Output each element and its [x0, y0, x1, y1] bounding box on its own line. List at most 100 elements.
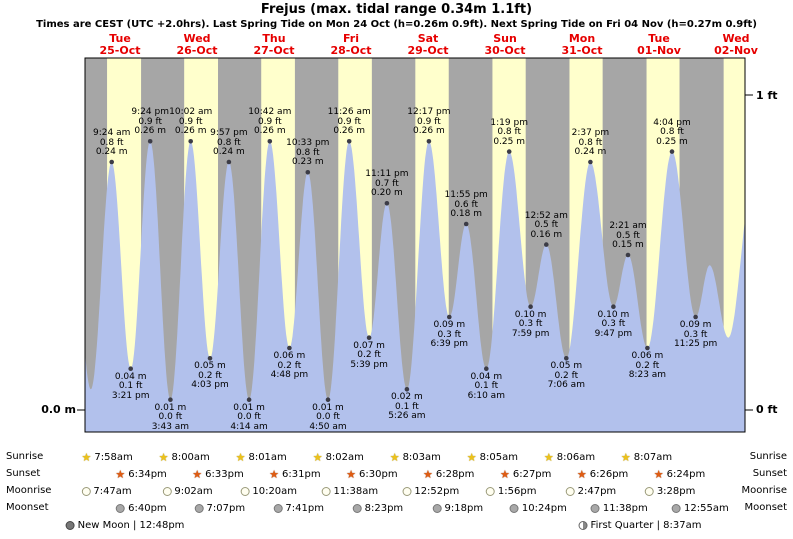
sunrise-row-label-right: Sunrise	[749, 451, 787, 462]
day-label: Wed 02-Nov	[714, 32, 758, 57]
tide-high-annotation: 11:11 pm 0.7 ft 0.20 m	[365, 169, 409, 199]
tide-high-annotation: 9:24 am 0.8 ft 0.24 m	[93, 128, 131, 157]
moonrise-icon	[402, 486, 412, 496]
y-axis-label-0ft: 0 ft	[756, 403, 778, 416]
sunrise-entry: ★ 8:07am	[620, 450, 673, 464]
sunset-star-icon: ★	[346, 467, 357, 481]
moonset-icon	[352, 503, 362, 513]
moonset-entry: 7:41pm	[273, 502, 324, 514]
first-quarter-icon	[578, 520, 588, 530]
tide-low-annotation: 0.05 m 0.2 ft 7:06 am	[547, 361, 585, 391]
tide-event-dot	[528, 304, 533, 310]
tide-event-dot	[147, 139, 153, 144]
tide-event-dot	[404, 387, 410, 392]
tide-event-dot	[564, 356, 569, 361]
tide-high-annotation: 4:04 pm 0.8 ft 0.25 m	[653, 117, 691, 147]
tide-low-annotation: 0.01 m 0.0 ft 3:43 am	[151, 402, 190, 432]
tide-event-dot	[188, 139, 193, 144]
tide-high-annotation: 9:57 pm 0.8 ft 0.24 m	[210, 128, 248, 157]
sunrise-star-icon: ★	[81, 450, 92, 464]
sunset-entry: ★ 6:24pm	[653, 467, 706, 481]
sunset-star-icon: ★	[422, 467, 433, 481]
sunset-entry: ★ 6:27pm	[499, 467, 552, 481]
sunrise-star-icon: ★	[235, 450, 246, 464]
tide-event-dot	[588, 159, 593, 165]
day-label: Tue 25-Oct	[99, 32, 141, 57]
sunset-star-icon: ★	[576, 467, 587, 481]
tide-event-dot	[325, 397, 331, 403]
sunset-entry: ★ 6:31pm	[269, 467, 321, 481]
tide-high-annotation: 10:33 pm 0.8 ft 0.23 m	[286, 138, 330, 168]
moonset-entry: 8:23pm	[352, 502, 403, 514]
tide-event-dot	[207, 356, 213, 361]
tide-low-annotation: 0.01 m 0.0 ft 4:14 am	[230, 402, 268, 432]
sunset-star-icon: ★	[653, 467, 664, 481]
sunset-star-icon: ★	[192, 467, 203, 481]
moonset-icon	[194, 503, 204, 513]
day-label: Sat 29-Oct	[407, 32, 449, 57]
day-label: Sun 30-Oct	[484, 32, 526, 57]
tide-event-dot	[544, 242, 549, 247]
sunrise-row-label-left: Sunrise	[6, 451, 44, 462]
moonset-entry: 9:18pm	[432, 502, 483, 514]
first-quarter-label: First Quarter | 8:37am	[590, 519, 702, 531]
tide-event-dot	[287, 345, 292, 351]
tide-event-dot	[384, 201, 390, 206]
day-label: Tue 01-Nov	[637, 32, 681, 57]
tide-event-dot	[226, 159, 232, 165]
moonset-icon	[432, 503, 442, 513]
day-label: Wed 26-Oct	[176, 32, 218, 57]
new-moon-icon	[65, 520, 75, 530]
moonset-row-label-left: Moonset	[6, 502, 49, 513]
chart-subtitle: Times are CEST (UTC +2.0hrs). Last Sprin…	[36, 19, 757, 30]
tide-low-annotation: 0.04 m 0.1 ft 6:10 am	[467, 371, 505, 401]
moonrise-icon	[81, 486, 91, 496]
moonrise-row-label-left: Moonrise	[6, 485, 52, 496]
moonset-icon	[672, 503, 682, 513]
tide-low-annotation: 0.06 m 0.2 ft 8:23 am	[628, 351, 667, 380]
tide-low-annotation: 0.10 m 0.3 ft 9:47 pm	[594, 309, 633, 339]
moonset-entry: 12:55am	[672, 502, 729, 514]
moonrise-entry: 9:02am	[162, 485, 213, 497]
tide-low-annotation: 0.06 m 0.2 ft 4:48 pm	[270, 351, 309, 380]
sunrise-entry: ★ 8:00am	[158, 450, 210, 464]
tide-event-dot	[645, 345, 650, 351]
moonrise-icon	[565, 486, 575, 496]
tide-event-dot	[693, 314, 698, 320]
tide-high-annotation: 12:17 pm 0.9 ft 0.26 m	[407, 107, 451, 137]
tide-high-annotation: 1:19 pm 0.8 ft 0.25 m	[490, 117, 528, 147]
sunset-entry: ★ 6:26pm	[576, 467, 629, 481]
tide-high-annotation: 2:37 pm 0.8 ft 0.24 m	[571, 128, 610, 157]
moonset-entry: 6:40pm	[116, 502, 167, 514]
sunrise-entry: ★ 8:06am	[543, 450, 596, 464]
sunrise-entry: ★ 7:58am	[81, 450, 133, 464]
tide-event-dot	[305, 170, 311, 175]
tide-event-dot	[128, 366, 133, 372]
sunrise-star-icon: ★	[466, 450, 477, 464]
sunset-row-label-left: Sunset	[6, 468, 41, 479]
sunset-entry: ★ 6:28pm	[422, 467, 475, 481]
moonrise-entry: 2:47pm	[565, 485, 616, 497]
day-label: Thu 27-Oct	[253, 32, 295, 57]
sunset-star-icon: ★	[115, 467, 126, 481]
tide-low-annotation: 0.07 m 0.2 ft 5:39 pm	[350, 340, 388, 370]
tide-event-dot	[611, 304, 616, 310]
tide-event-dot	[346, 139, 352, 144]
day-label: Mon 31-Oct	[561, 32, 603, 57]
sunrise-star-icon: ★	[389, 450, 400, 464]
moonrise-entry: 3:28pm	[644, 485, 695, 497]
moonset-icon	[273, 503, 283, 513]
moonrise-entry: 11:38am	[321, 485, 378, 497]
sunrise-star-icon: ★	[620, 450, 631, 464]
tide-low-annotation: 0.05 m 0.2 ft 4:03 pm	[191, 361, 229, 391]
tide-high-annotation: 11:26 am 0.9 ft 0.26 m	[327, 107, 371, 137]
tide-event-dot	[669, 149, 675, 154]
sunrise-entry: ★ 8:03am	[389, 450, 441, 464]
tide-high-annotation: 11:55 pm 0.6 ft 0.18 m	[444, 190, 488, 219]
tide-high-annotation: 12:52 am 0.5 ft 0.16 m	[524, 210, 568, 240]
tide-event-dot	[109, 159, 114, 165]
moonset-entry: 7:07pm	[194, 502, 245, 514]
